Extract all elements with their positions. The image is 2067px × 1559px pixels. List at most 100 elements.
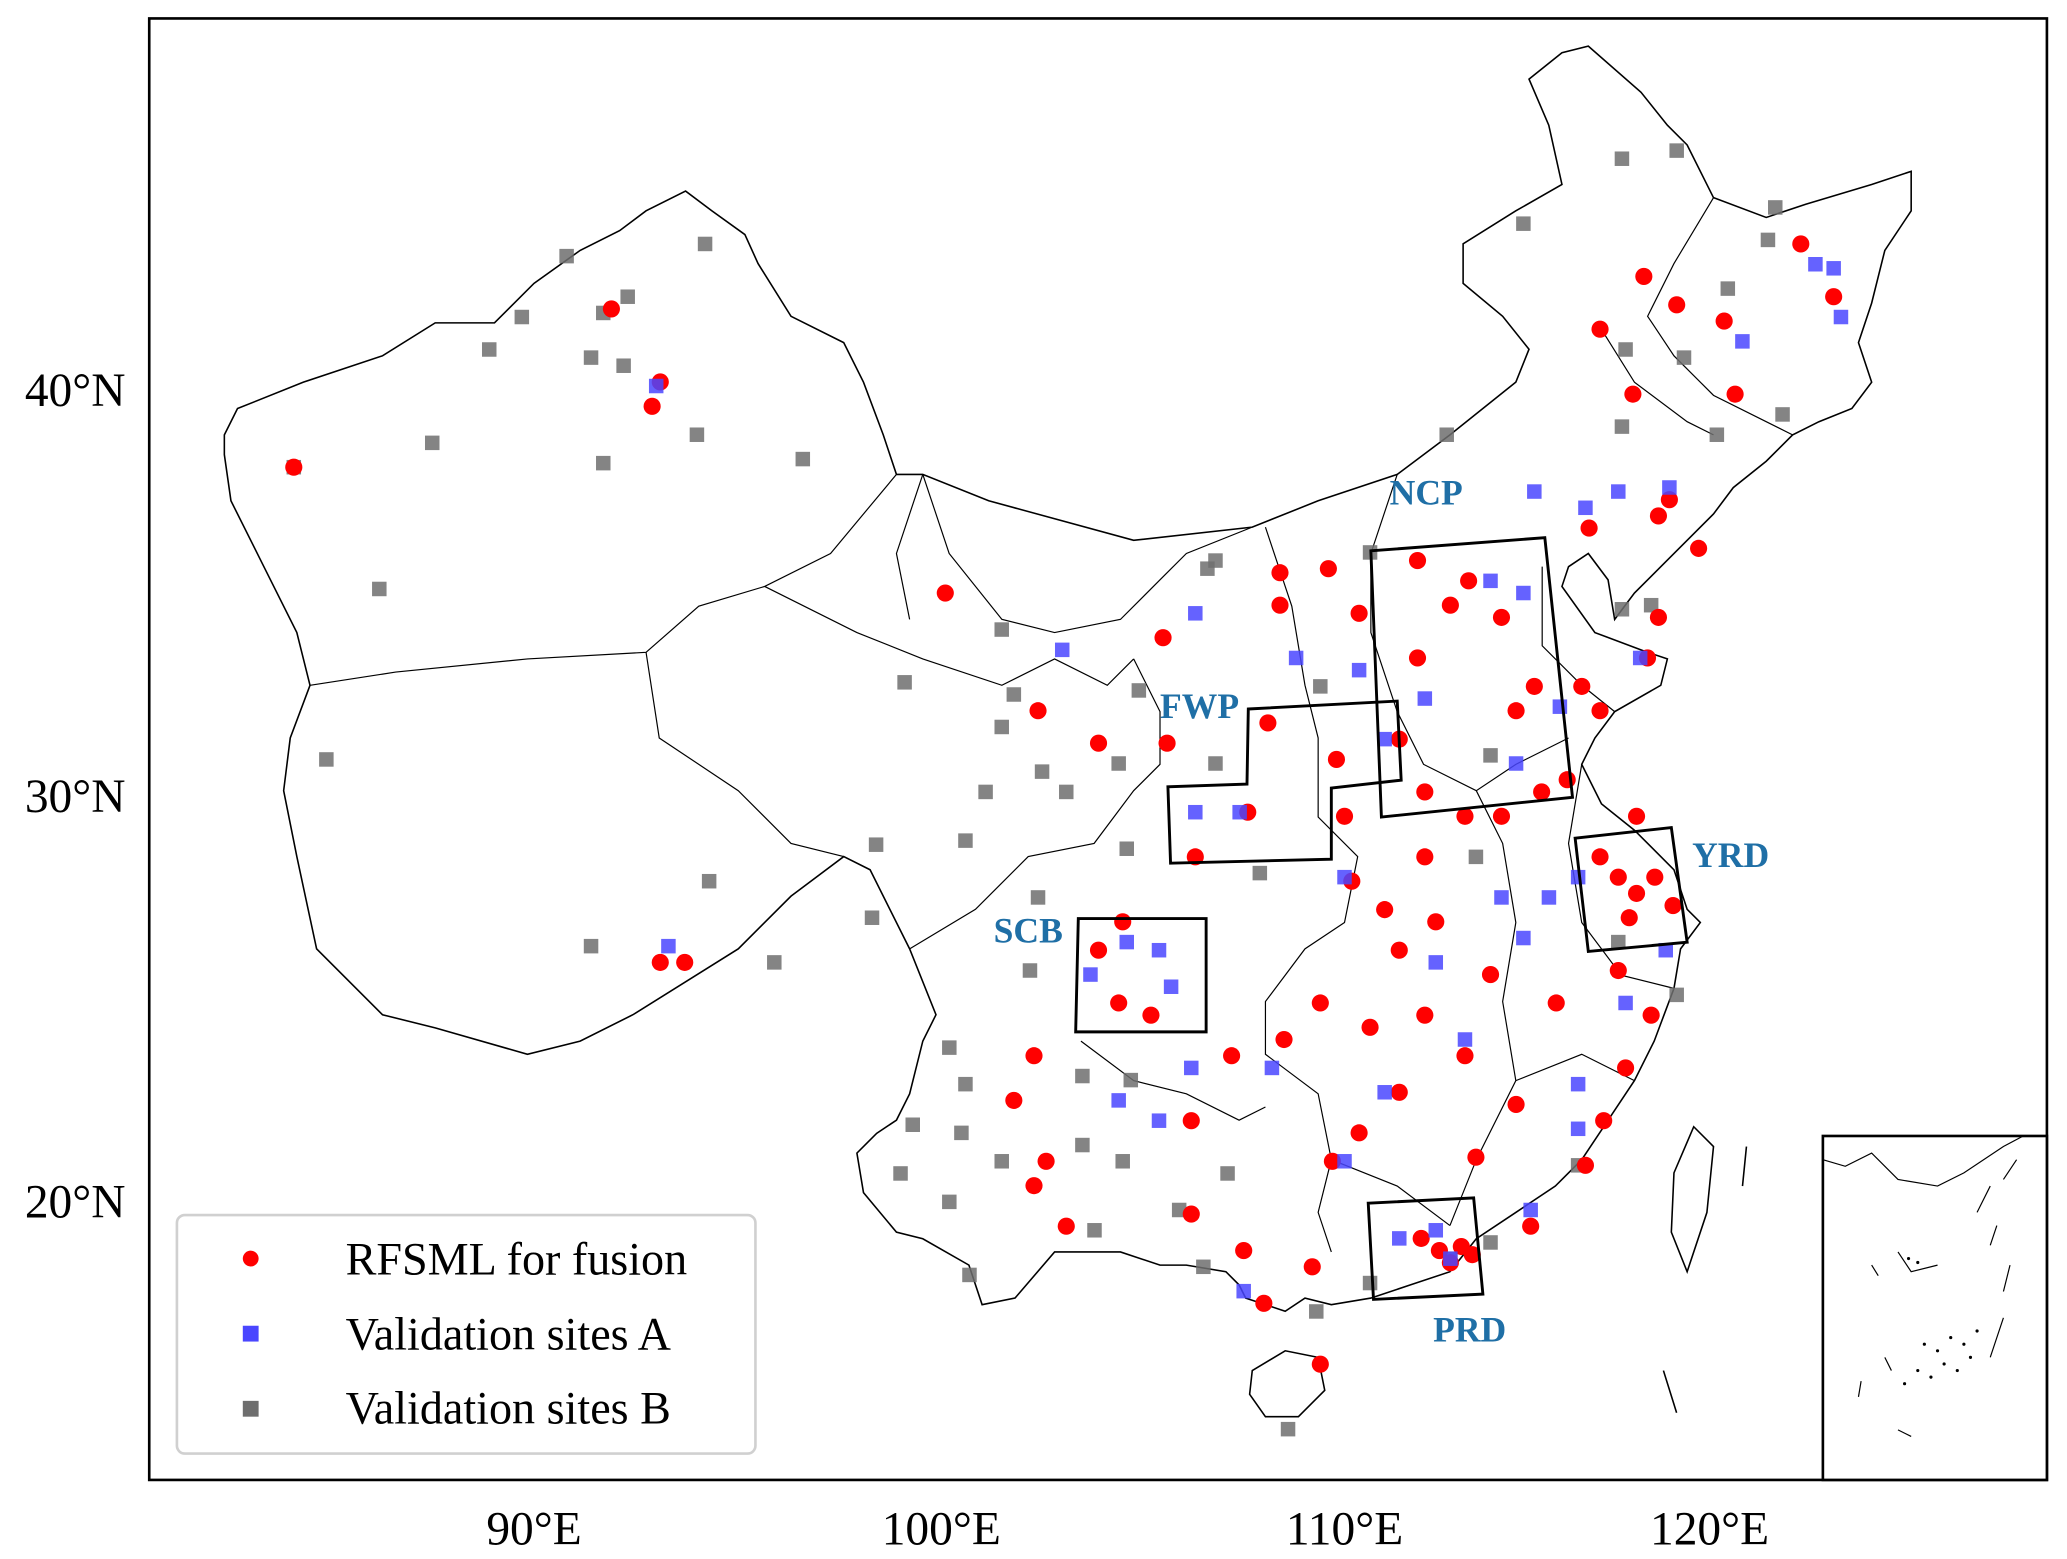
site-b-point xyxy=(559,248,574,264)
site-points xyxy=(285,143,1849,1437)
site-b-point xyxy=(1309,1304,1324,1319)
site-b-point xyxy=(994,719,1009,735)
site-b-point xyxy=(1611,934,1626,950)
rfsml-point xyxy=(1825,288,1843,306)
site-a-point xyxy=(1516,585,1531,601)
rfsml-point xyxy=(1110,994,1128,1012)
site-b-point xyxy=(1618,342,1633,357)
rfsml-point xyxy=(1235,1242,1253,1260)
rfsml-point xyxy=(1617,1059,1635,1077)
rfsml-point xyxy=(1412,1229,1430,1247)
rfsml-point xyxy=(1642,1006,1660,1024)
site-b-point xyxy=(954,1125,969,1141)
site-b-point xyxy=(1760,232,1776,248)
site-a-point xyxy=(1826,261,1841,276)
site-a-point xyxy=(1417,691,1433,706)
site-b-point xyxy=(1614,419,1630,434)
rfsml-point xyxy=(1522,1217,1540,1235)
rfsml-point xyxy=(1467,1148,1485,1166)
site-b-point xyxy=(1483,1235,1498,1250)
site-a-point xyxy=(1494,890,1509,905)
rfsml-point xyxy=(1627,807,1646,825)
site-b-point xyxy=(1208,553,1223,568)
site-a-point xyxy=(1288,650,1304,666)
rfsml-point xyxy=(1792,235,1810,253)
site-a-point xyxy=(1083,967,1098,982)
site-b-point xyxy=(1614,602,1630,617)
rfsml-point xyxy=(936,584,954,602)
rfsml-point xyxy=(1558,771,1576,789)
map-frame xyxy=(147,17,2049,1482)
rfsml-point xyxy=(1416,848,1434,866)
site-b-point xyxy=(1614,151,1630,166)
site-a-point xyxy=(1618,995,1633,1011)
hainan-island xyxy=(1248,1349,1326,1418)
site-b-point xyxy=(1768,200,1783,215)
site-b-point xyxy=(864,910,880,925)
rfsml-point xyxy=(602,300,620,318)
legend-marker-site-a xyxy=(242,1325,259,1342)
site-b-point xyxy=(701,873,717,889)
rfsml-point xyxy=(1154,629,1172,647)
rfsml-point xyxy=(1057,1217,1075,1235)
site-a-point xyxy=(1483,573,1498,589)
site-a-point xyxy=(1735,334,1750,349)
site-b-point xyxy=(1123,1072,1139,1088)
site-b-point xyxy=(1196,1259,1211,1275)
rfsml-point xyxy=(1660,491,1678,509)
rfsml-point xyxy=(1690,539,1708,557)
rfsml-point xyxy=(1627,884,1646,902)
rfsml-point xyxy=(1142,1006,1160,1024)
rfsml-point xyxy=(1624,385,1642,403)
site-b-point xyxy=(1208,756,1223,771)
site-b-point xyxy=(1252,865,1268,881)
scb-box xyxy=(1074,917,1208,1034)
rfsml-point xyxy=(1275,1030,1293,1049)
site-a-point xyxy=(1632,650,1648,666)
rfsml-point xyxy=(1441,596,1459,614)
site-b-point xyxy=(1483,748,1498,763)
site-a-point xyxy=(1570,1121,1586,1137)
rfsml-point xyxy=(1576,1156,1595,1174)
site-b-point xyxy=(795,451,811,467)
site-b-point xyxy=(424,435,440,451)
site-a-point xyxy=(1188,804,1203,820)
site-a-point xyxy=(1236,1283,1251,1299)
rfsml-point xyxy=(1259,714,1277,732)
site-a-point xyxy=(1578,500,1593,516)
site-a-point xyxy=(1392,1231,1407,1246)
fwp-box xyxy=(1166,699,1403,865)
rfsml-point xyxy=(1649,507,1668,525)
south-china-sea-inset xyxy=(1821,1134,2049,1482)
site-a-point xyxy=(1377,1085,1392,1100)
ncp-box xyxy=(1369,536,1575,819)
site-b-point xyxy=(583,350,599,365)
rfsml-point xyxy=(1591,320,1609,338)
rfsml-point xyxy=(1573,677,1591,695)
site-a-point xyxy=(1457,1032,1473,1047)
site-b-point xyxy=(620,289,635,304)
region-label-scb: SCB xyxy=(994,910,1063,950)
rfsml-point xyxy=(285,458,303,476)
rfsml-point xyxy=(1025,1177,1043,1195)
site-b-point xyxy=(1439,427,1454,442)
site-a-point xyxy=(1119,934,1134,950)
site-b-point xyxy=(372,581,387,597)
rfsml-point xyxy=(1311,1355,1329,1373)
rfsml-point xyxy=(1271,596,1289,614)
rfsml-point xyxy=(1481,966,1500,984)
region-label-prd: PRD xyxy=(1433,1310,1506,1350)
site-a-point xyxy=(1428,955,1444,970)
site-a-point xyxy=(1054,642,1070,658)
site-b-point xyxy=(697,236,713,252)
site-b-point xyxy=(514,309,530,325)
site-a-point xyxy=(1151,1113,1167,1128)
site-a-point xyxy=(661,938,676,954)
site-b-point xyxy=(1775,407,1790,422)
legend-label-rfsml: RFSML for fusion xyxy=(346,1233,688,1284)
site-b-point xyxy=(1075,1068,1090,1084)
site-b-point xyxy=(1030,890,1046,905)
site-b-point xyxy=(1119,841,1134,856)
rfsml-point xyxy=(1089,734,1108,752)
